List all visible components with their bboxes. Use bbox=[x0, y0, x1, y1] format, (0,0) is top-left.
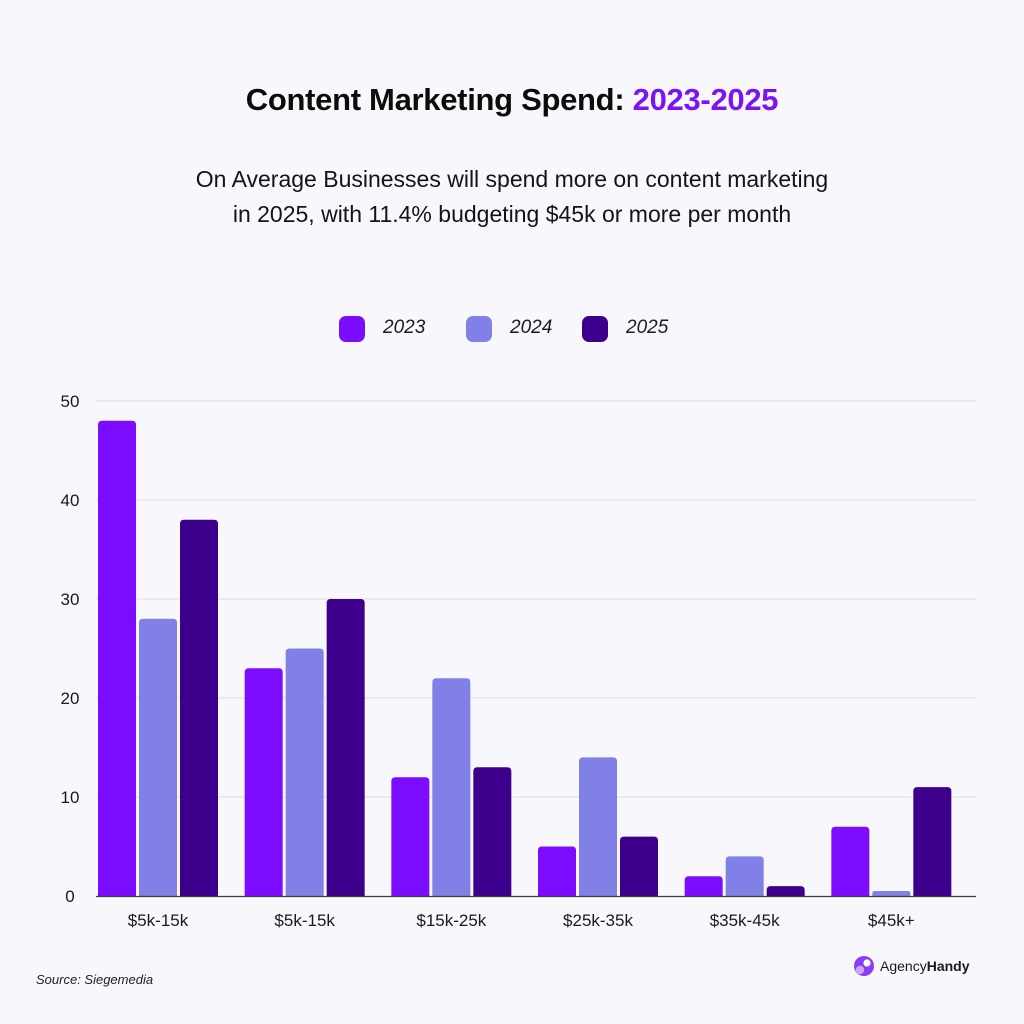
bar-2024 bbox=[872, 891, 911, 896]
bar-2023 bbox=[98, 420, 136, 896]
y-tick-label: 30 bbox=[61, 590, 80, 609]
x-tick-label: $45k+ bbox=[868, 911, 915, 930]
bar-chart: 0 10 20 30 40 50 $5k-15k $5k-15k $15k-25k $25k-35… bbox=[61, 392, 976, 930]
bar-2023 bbox=[684, 876, 723, 896]
chart-subtitle: On Average Businesses will spend more on… bbox=[112, 162, 912, 232]
legend-swatch-2025 bbox=[582, 316, 608, 342]
bar-2025 bbox=[473, 767, 512, 896]
x-tick-label: $25k-35k bbox=[563, 911, 633, 930]
bar-2023 bbox=[831, 826, 870, 896]
y-tick-label: 0 bbox=[65, 887, 74, 906]
legend-label-2024: 2024 bbox=[510, 317, 553, 338]
chart-title-main: Content Marketing Spend: bbox=[245, 82, 625, 117]
bar-2025 bbox=[620, 836, 658, 896]
brand-name-regular: Agency bbox=[880, 958, 927, 974]
legend-label-2023: 2023 bbox=[383, 317, 426, 338]
bar-2025 bbox=[913, 787, 952, 896]
x-tick-label: $5k-15k bbox=[128, 911, 189, 930]
bar-2025 bbox=[766, 886, 805, 896]
brand-name: AgencyHandy bbox=[880, 958, 970, 974]
bar-2023 bbox=[244, 668, 283, 896]
subtitle-line-1: On Average Businesses will spend more on… bbox=[195, 166, 829, 192]
brand-name-bold: Handy bbox=[926, 958, 970, 974]
bar-2024 bbox=[725, 856, 764, 896]
bar-2024 bbox=[285, 648, 324, 896]
y-tick-label: 40 bbox=[61, 491, 80, 510]
chart-title-years: 2023-2025 bbox=[632, 82, 779, 117]
subtitle-line-2: in 2025, with 11.4% budgeting $45k or mo… bbox=[232, 201, 792, 227]
bar-2025 bbox=[180, 519, 218, 896]
bar-2025 bbox=[326, 599, 365, 896]
bar-2024 bbox=[432, 678, 471, 896]
agencyhandy-logo-icon bbox=[854, 956, 874, 976]
chart-title: Content Marketing Spend: 2023-2025 bbox=[0, 82, 1024, 118]
legend-swatch-2024 bbox=[466, 316, 492, 342]
bar-2024 bbox=[579, 757, 617, 896]
x-tick-label: $35k-45k bbox=[710, 911, 780, 930]
y-tick-label: 20 bbox=[61, 689, 80, 708]
chart-legend: 2023 2024 2025 bbox=[0, 314, 1024, 344]
bar-2023 bbox=[391, 777, 430, 896]
y-tick-label: 10 bbox=[61, 788, 80, 807]
source-note: Source: Siegemedia bbox=[36, 972, 154, 987]
bar-2023 bbox=[538, 846, 576, 896]
legend-swatch-2023 bbox=[339, 316, 365, 342]
legend-label-2025: 2025 bbox=[626, 317, 669, 338]
x-tick-label: $5k-15k bbox=[274, 911, 335, 930]
bar-2024 bbox=[139, 618, 177, 896]
x-tick-label: $15k-25k bbox=[416, 911, 486, 930]
y-tick-label: 50 bbox=[61, 392, 80, 411]
